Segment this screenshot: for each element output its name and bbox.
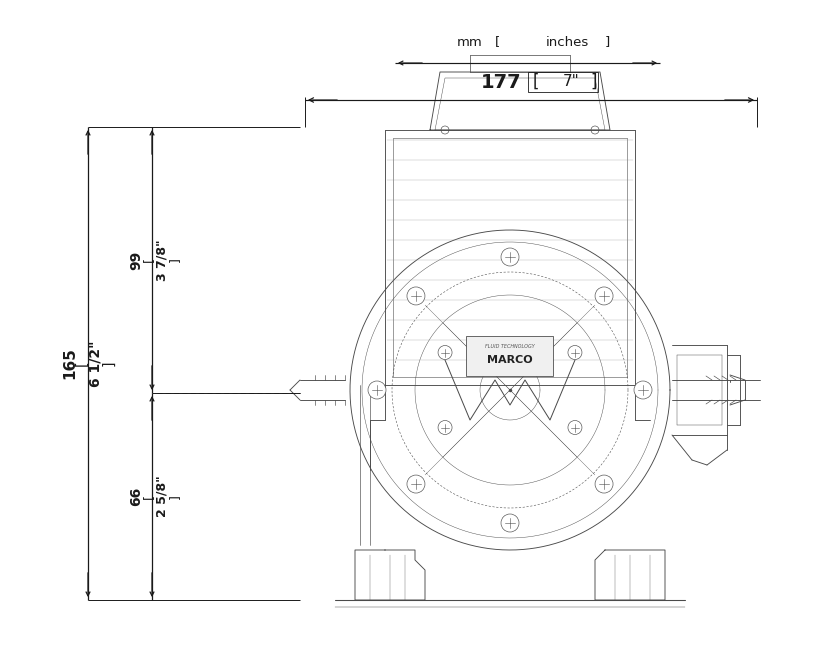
FancyBboxPatch shape — [466, 336, 554, 376]
Text: ]: ] — [167, 494, 180, 499]
Text: [: [ — [75, 361, 89, 366]
Circle shape — [501, 514, 519, 532]
Text: [: [ — [142, 494, 154, 499]
Text: 3 7/8": 3 7/8" — [156, 239, 168, 281]
Text: [: [ — [533, 73, 539, 91]
Circle shape — [407, 475, 425, 493]
Text: 165: 165 — [63, 347, 77, 379]
Circle shape — [407, 287, 425, 305]
Circle shape — [368, 381, 386, 399]
Text: mm: mm — [456, 35, 482, 48]
Text: ]: ] — [605, 35, 610, 48]
Circle shape — [438, 421, 452, 434]
Text: FLUID TECHNOLOGY: FLUID TECHNOLOGY — [485, 345, 535, 349]
Text: 6 1/2": 6 1/2" — [89, 340, 103, 387]
Circle shape — [438, 345, 452, 360]
Circle shape — [595, 287, 613, 305]
Text: 177: 177 — [480, 73, 521, 92]
Text: 66: 66 — [129, 487, 143, 506]
Circle shape — [595, 475, 613, 493]
Circle shape — [568, 421, 582, 434]
Text: MARCO: MARCO — [487, 355, 533, 365]
Text: inches: inches — [545, 35, 589, 48]
Circle shape — [501, 248, 519, 266]
Circle shape — [634, 381, 652, 399]
Text: 2 5/8": 2 5/8" — [156, 475, 168, 517]
Text: 7": 7" — [563, 75, 579, 90]
Text: [: [ — [494, 35, 500, 48]
Bar — [528, 72, 598, 92]
Text: 99: 99 — [129, 250, 143, 269]
Circle shape — [568, 345, 582, 360]
Text: [: [ — [142, 258, 154, 262]
Text: ]: ] — [101, 361, 115, 366]
Text: ]: ] — [591, 73, 597, 91]
Text: ]: ] — [167, 258, 180, 262]
